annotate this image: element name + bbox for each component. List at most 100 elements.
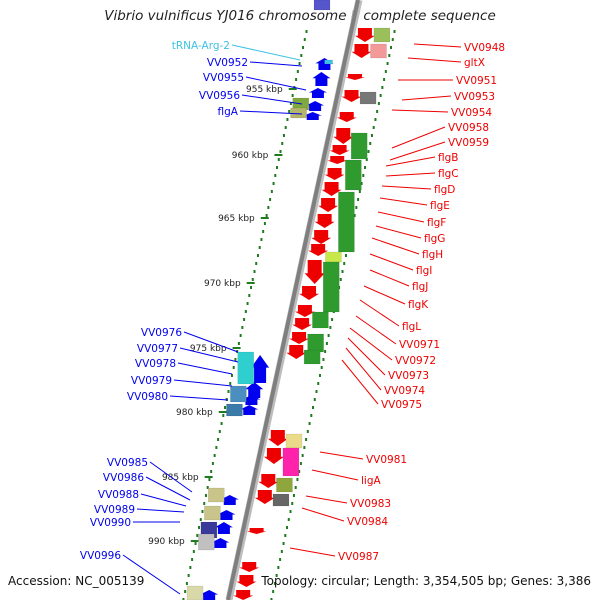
tick-dot bbox=[229, 382, 232, 385]
tick-dot bbox=[295, 78, 298, 81]
tick-dot bbox=[312, 406, 315, 409]
forward-gene-arrow bbox=[303, 112, 322, 120]
cog-color-block bbox=[345, 159, 362, 191]
leader-line bbox=[140, 493, 187, 507]
tick-dot bbox=[288, 110, 291, 113]
reverse-gene-arrow bbox=[327, 156, 348, 164]
leader-line bbox=[379, 197, 428, 206]
leader-line bbox=[371, 237, 420, 255]
left-gene-label: VV0978 bbox=[135, 358, 176, 370]
leader-line bbox=[407, 57, 462, 63]
reverse-gene-arrow bbox=[354, 28, 375, 42]
cog-color-block bbox=[276, 477, 293, 493]
leader-line bbox=[169, 395, 229, 401]
tick-dot bbox=[201, 510, 204, 513]
left-gene-label: VV0980 bbox=[127, 391, 168, 403]
leader-line bbox=[239, 110, 303, 115]
tick-dot bbox=[286, 118, 289, 121]
tick-dot bbox=[360, 182, 363, 185]
tick-dot bbox=[327, 334, 330, 337]
cog-color-block bbox=[307, 333, 324, 353]
tick-dot bbox=[248, 294, 251, 297]
tick-dot bbox=[365, 158, 368, 161]
cog-color-block bbox=[325, 251, 342, 263]
tick-dot bbox=[184, 590, 187, 593]
tick-dot bbox=[224, 406, 227, 409]
trna-feature bbox=[324, 59, 333, 65]
tick-dot bbox=[272, 182, 275, 185]
leader-line bbox=[241, 94, 303, 105]
tick-dot bbox=[213, 454, 216, 457]
cog-color-block bbox=[373, 27, 391, 43]
tick-dot bbox=[302, 46, 305, 49]
tick-dot bbox=[308, 422, 311, 425]
tick-dot bbox=[280, 550, 283, 553]
right-gene-label: VV0971 bbox=[399, 339, 440, 351]
tick-dot bbox=[322, 358, 325, 361]
tick-dot bbox=[369, 142, 372, 145]
tick-dot bbox=[185, 582, 188, 585]
right-gene-label: VV0987 bbox=[338, 551, 379, 563]
tick-dot bbox=[294, 486, 297, 489]
right-gene-label: flgI bbox=[416, 265, 432, 277]
left-gene-label: VV0996 bbox=[80, 550, 121, 562]
reverse-gene-arrow bbox=[308, 244, 329, 256]
forward-gene-arrow bbox=[211, 538, 230, 548]
leader-line bbox=[369, 269, 410, 287]
leader-line bbox=[145, 476, 191, 501]
right-gene-label: VV0973 bbox=[388, 370, 429, 382]
left-gene-label: VV0976 bbox=[141, 327, 182, 339]
leader-line bbox=[341, 359, 379, 405]
tick-dot bbox=[191, 558, 194, 561]
tick-dot bbox=[383, 78, 386, 81]
reverse-gene-arrow bbox=[324, 168, 345, 180]
tick-dot bbox=[270, 190, 273, 193]
leader-line bbox=[183, 331, 239, 353]
kbp-tick-label: 980 kbp bbox=[176, 408, 213, 418]
reverse-gene-arrow bbox=[333, 128, 354, 144]
tick-dot bbox=[203, 502, 206, 505]
tick-dot bbox=[306, 430, 309, 433]
kbp-tick-label: 955 kbp bbox=[246, 85, 283, 95]
tick-dot bbox=[289, 510, 292, 513]
leader-line bbox=[347, 337, 386, 376]
leader-line bbox=[173, 379, 233, 387]
leader-line bbox=[401, 95, 452, 101]
forward-gene-arrow bbox=[240, 405, 259, 415]
forward-gene-arrow bbox=[251, 355, 270, 383]
tick-dot bbox=[390, 46, 393, 49]
tick-dot bbox=[341, 270, 344, 273]
tick-dot bbox=[292, 494, 295, 497]
right-gene-label: VV0954 bbox=[451, 107, 492, 119]
reverse-gene-arrow bbox=[254, 490, 275, 504]
cog-color-block bbox=[290, 107, 307, 119]
leader-line bbox=[377, 211, 425, 223]
tick-dot bbox=[281, 142, 284, 145]
tick-dot bbox=[217, 438, 220, 441]
cog-color-block bbox=[285, 433, 303, 449]
right-gene-label: VV0981 bbox=[366, 454, 407, 466]
leader-line bbox=[179, 347, 239, 363]
tick-dot bbox=[310, 414, 313, 417]
tick-dot bbox=[275, 574, 278, 577]
left-gene-label: VV0952 bbox=[207, 57, 248, 69]
tick-dot bbox=[301, 454, 304, 457]
tick-dot bbox=[269, 198, 272, 201]
cog-color-block bbox=[230, 385, 247, 403]
reverse-gene-arrow bbox=[286, 345, 307, 359]
cog-color-block bbox=[350, 132, 368, 160]
tick-dot bbox=[267, 206, 270, 209]
tick-dot bbox=[255, 262, 258, 265]
tick-dot bbox=[232, 366, 235, 369]
tick-dot bbox=[370, 134, 373, 137]
tick-dot bbox=[339, 278, 342, 281]
kbp-tick-label: 990 kbp bbox=[148, 537, 185, 547]
right-gene-label: flgL bbox=[402, 321, 421, 333]
cog-color-block bbox=[282, 447, 300, 477]
tick-dot bbox=[246, 302, 249, 305]
tick-dot bbox=[237, 342, 240, 345]
tick-dot bbox=[250, 286, 253, 289]
tick-dot bbox=[367, 150, 370, 153]
reverse-gene-arrow bbox=[246, 528, 267, 534]
leader-line bbox=[122, 554, 181, 595]
